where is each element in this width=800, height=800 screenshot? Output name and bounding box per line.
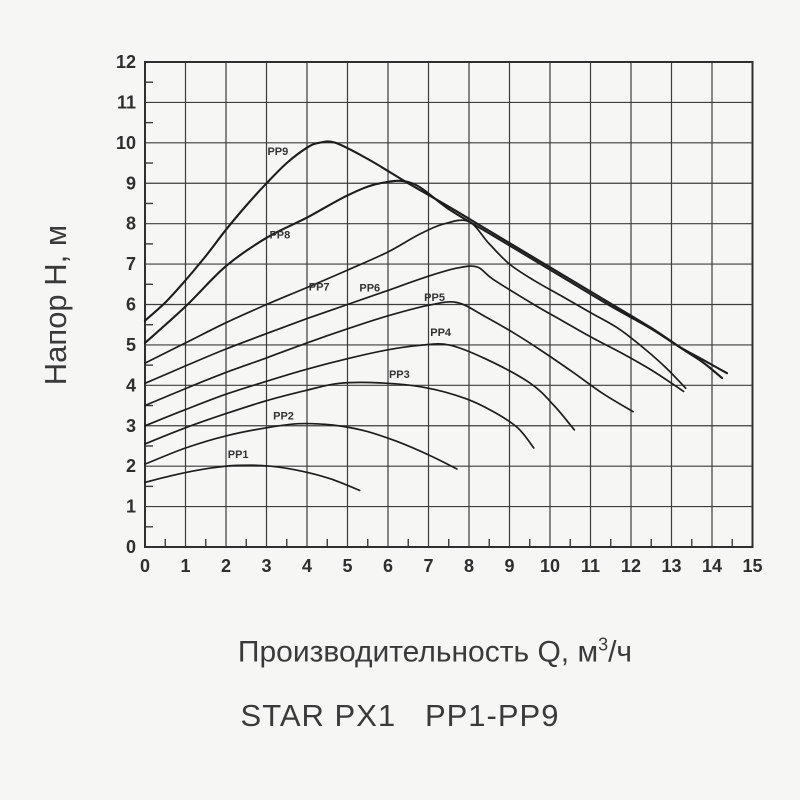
y-axis-title: Напор Н, м xyxy=(38,224,73,386)
curve-pp5 xyxy=(144,300,634,413)
curve-label-pp7: PP7 xyxy=(309,281,330,293)
y-tick-label-3: 3 xyxy=(126,416,136,436)
x-tick-label-9: 9 xyxy=(504,556,514,576)
curve-pp9 xyxy=(143,140,724,380)
x-tick-label-15: 15 xyxy=(742,556,762,576)
plot-border xyxy=(144,61,754,549)
x-tick-label-6: 6 xyxy=(383,556,393,576)
x-tick-label-13: 13 xyxy=(661,556,681,576)
minor-ticks xyxy=(145,81,733,548)
x-axis-title-superscript: 3 xyxy=(598,634,609,655)
curve-label-pp5: PP5 xyxy=(424,292,445,304)
x-tick-label-7: 7 xyxy=(423,556,433,576)
curve-label-pp4: PP4 xyxy=(430,327,452,339)
x-tick-label-2: 2 xyxy=(221,556,231,576)
curve-label-pp8: PP8 xyxy=(269,230,290,242)
curve-label-pp3: PP3 xyxy=(389,369,410,381)
x-axis-title-text: Производительность Q, м xyxy=(237,635,599,669)
x-tick-label-12: 12 xyxy=(621,556,641,576)
y-tick-label-6: 6 xyxy=(126,295,136,315)
y-tick-label-12: 12 xyxy=(116,52,136,72)
y-tick-label-0: 0 xyxy=(126,537,136,557)
x-tick-label-10: 10 xyxy=(540,556,560,576)
y-tick-label-1: 1 xyxy=(126,497,136,517)
y-tick-label-10: 10 xyxy=(116,133,136,153)
x-tick-label-8: 8 xyxy=(464,556,474,576)
y-tick-label-5: 5 xyxy=(126,335,136,355)
x-tick-label-5: 5 xyxy=(342,556,352,576)
x-tick-label-14: 14 xyxy=(702,556,722,576)
curve-label-pp6: PP6 xyxy=(359,283,380,295)
curve-pp6 xyxy=(144,265,685,393)
x-tick-label-4: 4 xyxy=(302,556,312,576)
curve-pp1 xyxy=(144,464,361,492)
y-tick-label-9: 9 xyxy=(126,173,136,193)
y-tick-label-2: 2 xyxy=(126,456,136,476)
y-tick-label-7: 7 xyxy=(126,254,136,274)
x-tick-label-0: 0 xyxy=(140,556,150,576)
x-axis-title: Производительность Q, м3/ч xyxy=(238,635,632,670)
curve-label-pp1: PP1 xyxy=(228,449,249,461)
curve-label-pp2: PP2 xyxy=(273,411,294,423)
y-tick-label-8: 8 xyxy=(126,214,136,234)
chart-title: STAR PX1 PP1-PP9 xyxy=(240,698,560,733)
curve-label-pp9: PP9 xyxy=(267,146,288,158)
curve-pp3 xyxy=(144,381,535,449)
x-tick-label-1: 1 xyxy=(180,556,190,576)
y-tick-label-11: 11 xyxy=(117,92,136,112)
x-tick-label-11: 11 xyxy=(581,556,600,576)
curve-pp2 xyxy=(144,422,458,470)
curve-pp4 xyxy=(144,342,576,431)
y-tick-label-4: 4 xyxy=(126,375,136,395)
x-tick-label-3: 3 xyxy=(261,556,271,576)
x-axis-title-unit: /ч xyxy=(608,635,633,669)
